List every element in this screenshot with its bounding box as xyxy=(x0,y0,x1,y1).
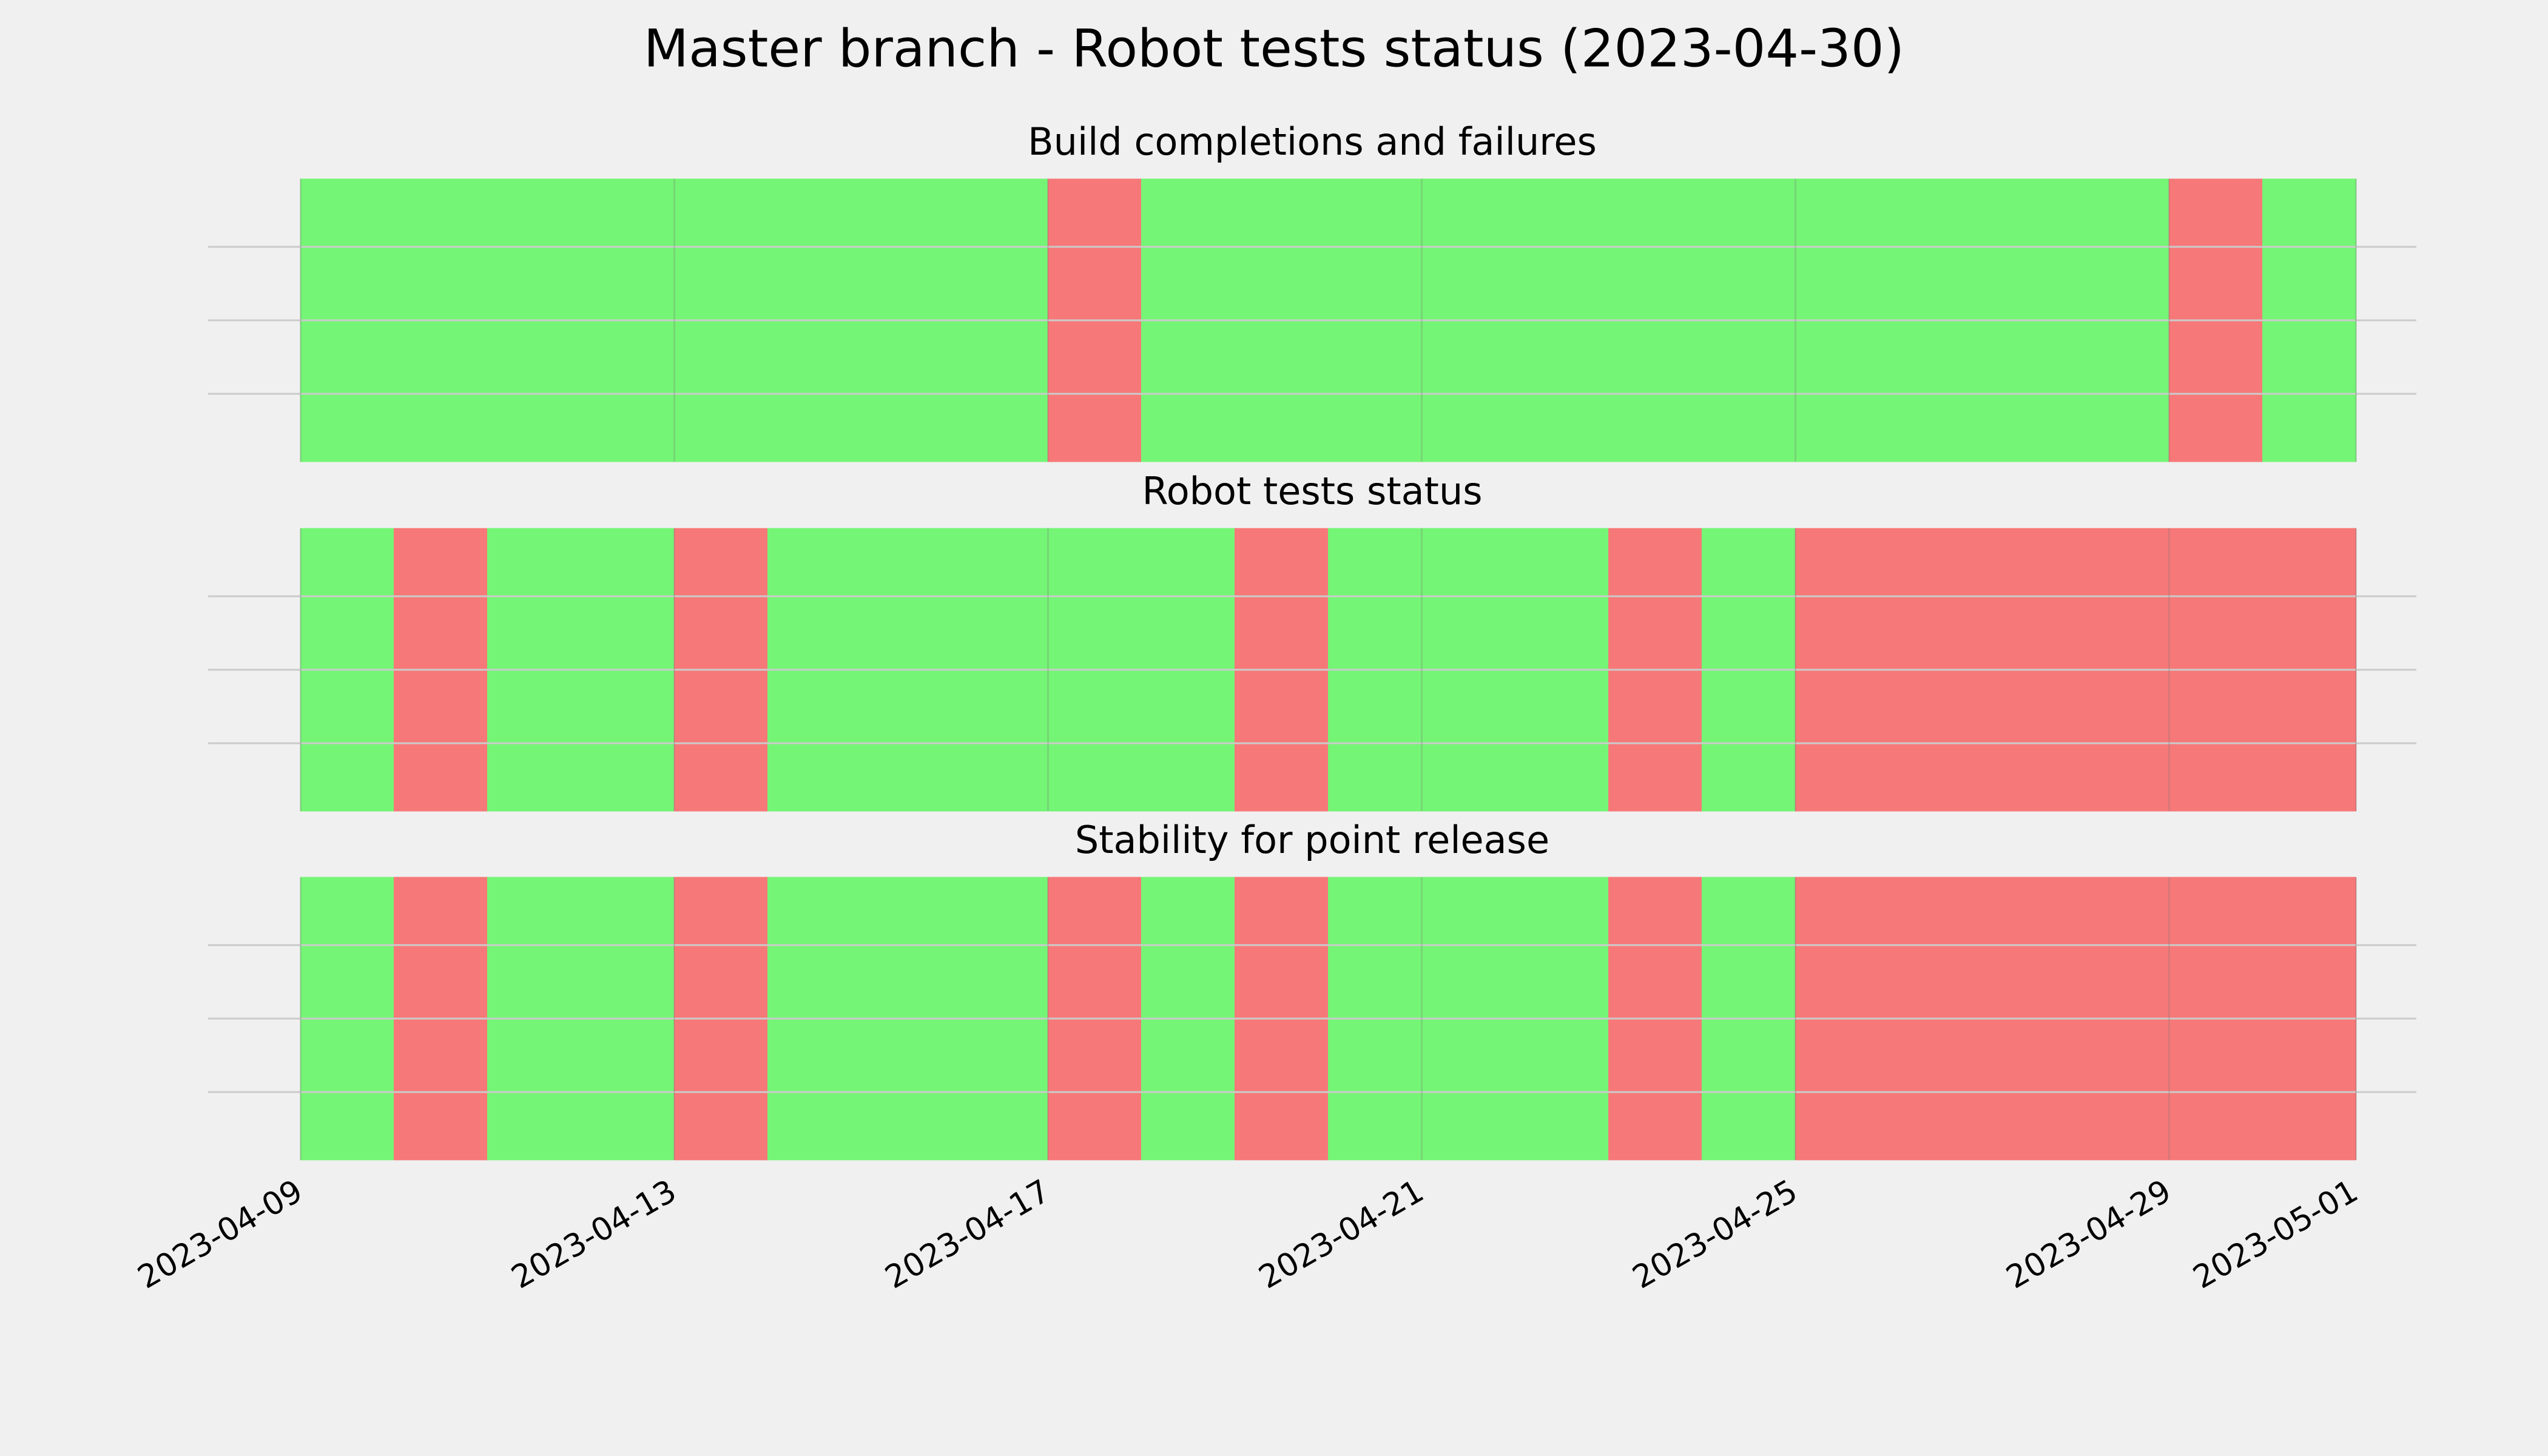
panel-title: Stability for point release xyxy=(1075,818,1549,862)
panel-title: Robot tests status xyxy=(1142,469,1482,513)
panel-title: Build completions and failures xyxy=(1028,120,1597,164)
chart-title: Master branch - Robot tests status (2023… xyxy=(644,18,1904,79)
